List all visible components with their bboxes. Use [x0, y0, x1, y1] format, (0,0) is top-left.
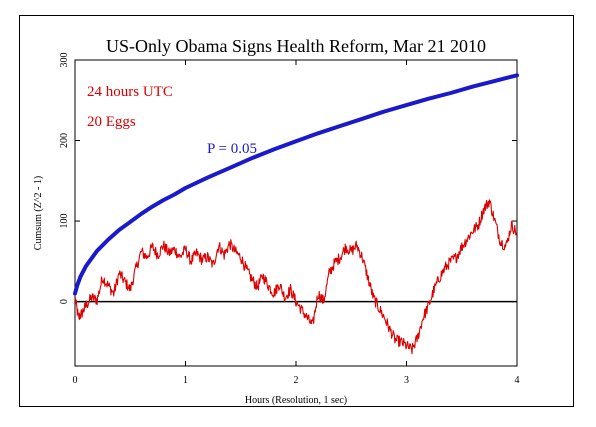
- y-tick-label: 300: [59, 53, 70, 68]
- y-tick-label: 100: [59, 214, 70, 229]
- y-axis-label: Cumsum (Z^2 - 1): [33, 176, 44, 250]
- x-tick-label: 1: [183, 375, 188, 386]
- y-tick-label: 0: [59, 299, 70, 304]
- x-tick-label: 0: [73, 375, 78, 386]
- cumulative-deviation-line: [74, 199, 518, 355]
- x-tick-label: 4: [515, 375, 520, 386]
- y-tick-label: 200: [59, 133, 70, 148]
- probability-envelope-line: [73, 73, 519, 296]
- annotation-eggs: 20 Eggs: [87, 114, 136, 130]
- x-tick-label: 3: [404, 375, 409, 386]
- x-axis-ticks: 0 1 2 3 4: [73, 60, 520, 386]
- x-axis-label: Hours (Resolution, 1 sec): [245, 395, 347, 406]
- annotation-duration: 24 hours UTC: [87, 84, 173, 100]
- chart-title: US-Only Obama Signs Health Reform, Mar 2…: [106, 36, 486, 56]
- x-tick-label: 2: [294, 375, 299, 386]
- annotation-p-value: P = 0.05: [207, 141, 257, 157]
